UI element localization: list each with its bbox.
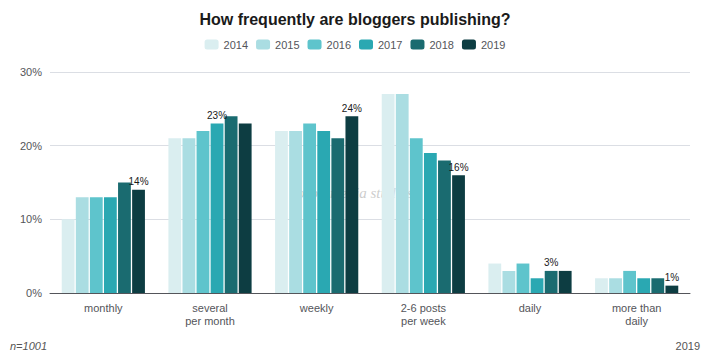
svg-text:23%: 23% <box>207 110 227 121</box>
svg-text:2017: 2017 <box>378 39 402 51</box>
svg-text:2019: 2019 <box>676 340 700 352</box>
svg-text:daily: daily <box>625 315 648 327</box>
svg-text:30%: 30% <box>20 66 42 78</box>
svg-text:16%: 16% <box>449 162 469 173</box>
svg-text:How frequently are bloggers pu: How frequently are bloggers publishing? <box>199 11 510 28</box>
svg-text:3%: 3% <box>544 257 559 268</box>
svg-text:more than: more than <box>612 302 662 314</box>
svg-text:2-6 posts: 2-6 posts <box>401 302 447 314</box>
svg-text:weekly: weekly <box>299 302 334 314</box>
svg-text:2018: 2018 <box>429 39 453 51</box>
svg-text:2015: 2015 <box>275 39 299 51</box>
svg-text:0%: 0% <box>26 287 42 299</box>
svg-text:14%: 14% <box>129 176 149 187</box>
svg-text:monthly: monthly <box>84 302 123 314</box>
svg-text:20%: 20% <box>20 140 42 152</box>
svg-text:24%: 24% <box>342 103 362 114</box>
svg-text:daily: daily <box>519 302 542 314</box>
svg-text:2014: 2014 <box>224 39 248 51</box>
svg-text:per month: per month <box>185 315 235 327</box>
svg-text:several: several <box>192 302 227 314</box>
svg-text:per week: per week <box>401 315 446 327</box>
svg-text:n=1001: n=1001 <box>10 340 47 352</box>
svg-text:10%: 10% <box>20 213 42 225</box>
svg-text:1%: 1% <box>665 272 680 283</box>
svg-text:2019: 2019 <box>481 39 505 51</box>
svg-text:2016: 2016 <box>327 39 351 51</box>
